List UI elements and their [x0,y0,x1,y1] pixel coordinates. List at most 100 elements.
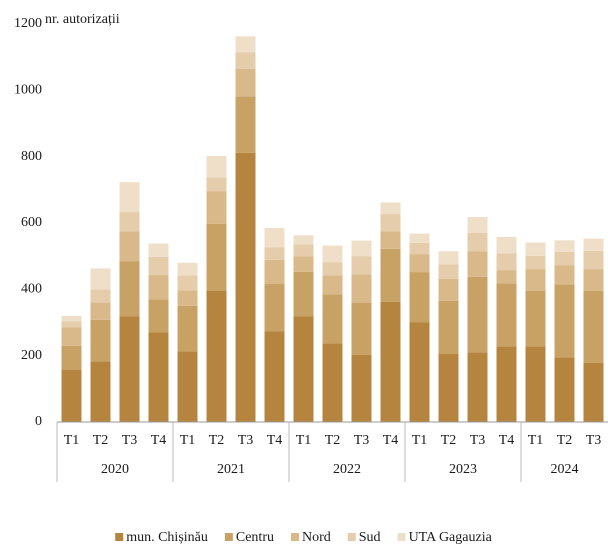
bar-segment [380,202,401,215]
bar-segment [409,272,430,323]
bar-segment [235,68,256,97]
bar-segment [322,262,343,276]
bar-segment [467,232,488,252]
bar-segment [206,191,227,224]
bar-segment [90,268,111,290]
bar-segment [148,275,169,300]
legend-label: Sud [359,530,381,545]
bar-segment [525,346,546,422]
x-tick-label: T1 [296,433,312,448]
x-tick-label: T3 [354,433,370,448]
bar-segment [119,316,140,422]
bar-segment [409,242,430,255]
group-label: 2023 [449,462,477,477]
bar-segment [206,156,227,178]
bar-segment [525,269,546,291]
bar-segment [322,245,343,263]
bar-segment [525,242,546,256]
x-tick-label: T1 [64,433,80,448]
bar-segment [525,290,546,347]
bar-segment [438,278,459,301]
bar-segment [351,354,372,422]
x-tick-label: T2 [557,433,573,448]
bar-segment [554,357,575,422]
bar-segment [90,302,111,320]
y-axis-label: nr. autorizații [45,12,120,27]
bar-segment [438,264,459,279]
bar-segment [177,290,198,306]
bar-segment [235,96,256,153]
y-tick-label: 400 [21,282,42,297]
bar-segment [206,177,227,192]
bar-segment [206,290,227,422]
legend-swatch [347,533,356,541]
group-label: 2024 [551,462,579,477]
bar-segment [380,214,401,232]
x-tick-label: T2 [209,433,225,448]
bar-segment [206,223,227,291]
bar-segment [322,275,343,295]
bar-segment [90,361,111,422]
legend-swatch [115,533,124,541]
group-label: 2021 [217,462,245,477]
bar-segment [351,240,372,257]
bar-segment [380,248,401,302]
y-tick-label: 1200 [14,16,42,31]
bar-segment [583,362,604,422]
bar-segment [264,247,285,260]
bar-segment [554,265,575,285]
bar-segment [61,321,82,328]
group-label: 2022 [333,462,361,477]
bar-segment [177,351,198,422]
bar-segment [177,275,198,291]
bar-segment [467,352,488,422]
legend-label: mun. Chișinău [126,530,208,545]
bar-segment [264,227,285,248]
legend-label: UTA Gagauzia [409,530,493,545]
bar-segment [264,284,285,332]
y-tick-label: 600 [21,215,42,230]
bar-segment [177,262,198,276]
bar-segment [61,315,82,322]
bar-segment [293,256,314,272]
bar-segment [467,251,488,277]
x-tick-label: T3 [238,433,254,448]
y-tick-label: 200 [21,348,42,363]
bar-segment [293,271,314,317]
bar-segment [438,354,459,422]
bar-segment [583,290,604,363]
group-label: 2020 [101,462,129,477]
bar-segment [554,240,575,252]
bar-segment [235,152,256,423]
x-tick-label: T1 [412,433,428,448]
bar-segment [148,332,169,422]
bar-segment [119,231,140,262]
x-tick-label: T1 [528,433,544,448]
legend-swatch [397,533,406,541]
bar-segment [496,270,517,284]
legend-swatch [290,533,299,541]
bar-segment [148,299,169,333]
bar-segment [409,254,430,273]
bar-segment [496,346,517,422]
bar-segment [119,261,140,317]
x-tick-label: T2 [441,433,457,448]
bar-segment [293,244,314,257]
bar-segment [322,294,343,344]
bar-segment [322,343,343,422]
bar-segment [61,369,82,422]
bar-segment [264,259,285,285]
bar-segment [525,255,546,270]
y-tick-label: 0 [35,414,42,429]
bar-segment [496,253,517,271]
legend-swatch [224,533,233,541]
bar-segment [467,217,488,233]
bar-segment [235,36,256,53]
x-tick-label: T4 [151,433,167,448]
bar-segment [293,316,314,422]
bar-segment [90,289,111,303]
bar-segment [351,302,372,355]
x-tick-label: T4 [383,433,399,448]
x-tick-label: T2 [325,433,341,448]
